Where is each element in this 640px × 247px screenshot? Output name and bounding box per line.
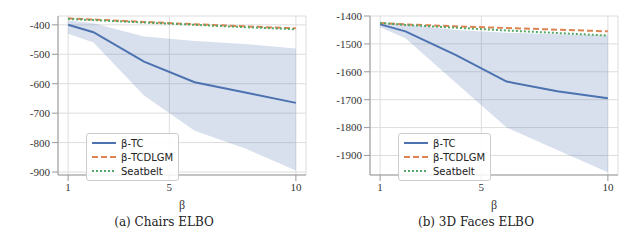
- svg-text:-600: -600: [30, 78, 51, 90]
- svg-text:10: 10: [290, 181, 302, 193]
- svg-text:-1700: -1700: [336, 94, 362, 106]
- svg-text:-1400: -1400: [336, 10, 362, 22]
- svg-text:-1500: -1500: [336, 38, 362, 50]
- svg-text:1: 1: [65, 181, 71, 193]
- svg-text:-1600: -1600: [336, 66, 362, 78]
- html-text:Seatbelt: Seatbelt: [121, 165, 163, 177]
- html-text:β-TC: β-TC: [121, 137, 144, 149]
- html-text:(a) Chairs ELBO: (a) Chairs ELBO: [114, 215, 214, 229]
- svg-text:-500: -500: [30, 48, 51, 60]
- html-text:Seatbelt: Seatbelt: [433, 165, 475, 177]
- svg-text:5: 5: [479, 181, 485, 193]
- svg-text:5: 5: [167, 181, 173, 193]
- svg-text:β: β: [179, 198, 185, 212]
- svg-text:-1900: -1900: [336, 149, 362, 161]
- svg-text:-900: -900: [30, 166, 51, 178]
- html-text:β-TCDLGM: β-TCDLGM: [433, 151, 486, 163]
- svg-text:β: β: [491, 198, 497, 212]
- svg-text:-400: -400: [30, 19, 51, 31]
- svg-text:-800: -800: [30, 137, 51, 149]
- html-text:β-TCDLGM: β-TCDLGM: [121, 151, 174, 163]
- html-text:β-TC: β-TC: [433, 137, 456, 149]
- svg-text:-1800: -1800: [336, 121, 362, 133]
- svg-text:1: 1: [377, 181, 383, 193]
- svg-text:-700: -700: [30, 107, 51, 119]
- svg-text:10: 10: [602, 181, 614, 193]
- html-text:(b) 3D Faces ELBO: (b) 3D Faces ELBO: [418, 215, 534, 229]
